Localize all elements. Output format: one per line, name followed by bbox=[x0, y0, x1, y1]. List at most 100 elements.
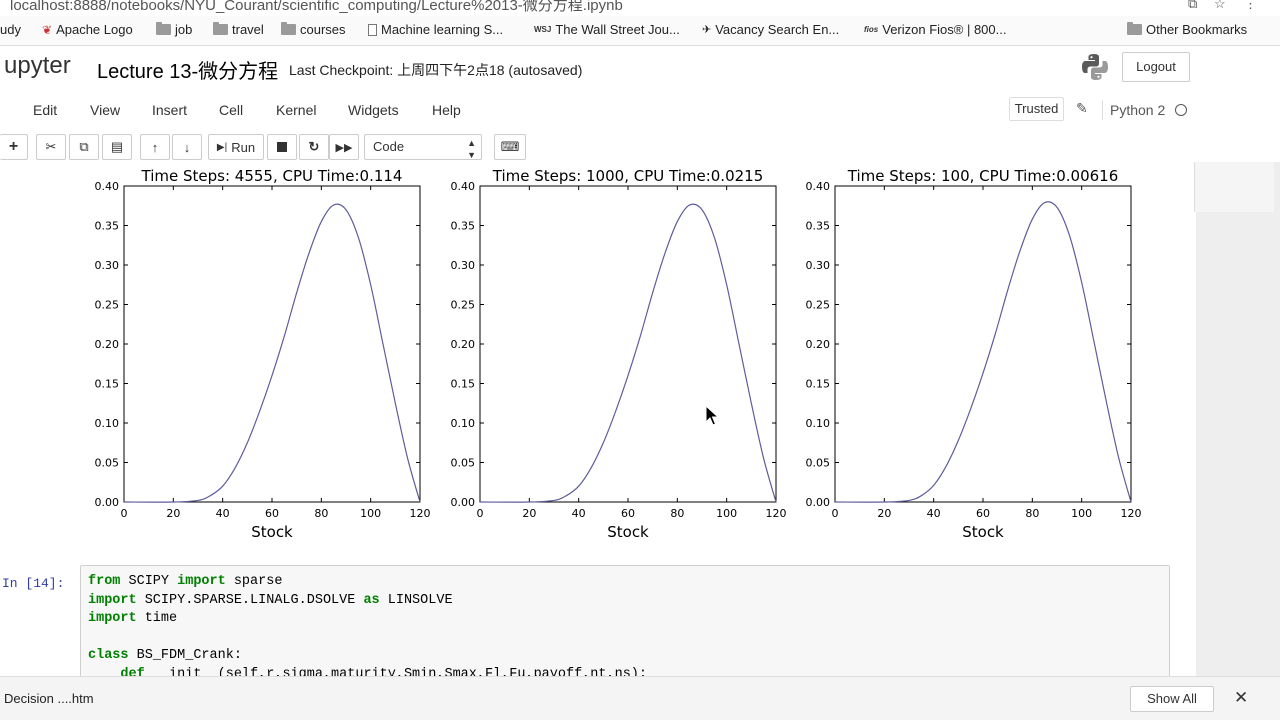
series-line bbox=[834, 201, 1132, 503]
menu-widgets[interactable]: Widgets bbox=[348, 102, 399, 118]
restart-button[interactable]: ↻ bbox=[299, 134, 329, 160]
bookmark-wall-street-journal[interactable]: WSJ The Wall Street Jou... bbox=[534, 22, 680, 37]
restart-run-all-button[interactable]: ▶▶ bbox=[329, 134, 359, 160]
x-tick-label: 100 bbox=[1071, 507, 1092, 520]
bookmark-study[interactable]: udy bbox=[0, 22, 21, 37]
run-label: Run bbox=[231, 139, 256, 155]
x-tick-label: 60 bbox=[265, 507, 279, 520]
paste-icon: ▤ bbox=[110, 139, 124, 154]
trusted-indicator[interactable]: Trusted bbox=[1009, 97, 1064, 121]
x-tick-label: 100 bbox=[360, 507, 381, 520]
x-tick-label: 0 bbox=[121, 507, 128, 520]
x-tick-label: 80 bbox=[314, 507, 328, 520]
command-palette-button[interactable]: ⌨ bbox=[494, 134, 526, 160]
url-text[interactable]: localhost:8888/notebooks/NYU_Courant/sci… bbox=[10, 0, 623, 14]
code-keyword: import bbox=[88, 592, 137, 608]
bookmark-label: udy bbox=[0, 22, 21, 37]
move-down-button[interactable]: ↓ bbox=[172, 134, 202, 160]
series-line bbox=[123, 203, 421, 503]
copy-button[interactable]: ⧉ bbox=[69, 134, 99, 160]
scrollbar-area[interactable] bbox=[1194, 162, 1274, 212]
bookmark-label: job bbox=[175, 22, 193, 37]
menu-insert[interactable]: Insert bbox=[152, 102, 188, 118]
wsj-icon: WSJ bbox=[534, 25, 552, 34]
x-tick-label: 20 bbox=[522, 507, 536, 520]
x-tick-label: 20 bbox=[877, 507, 891, 520]
move-up-button[interactable]: ↑ bbox=[140, 134, 170, 160]
chart-1: Time Steps: 4555, CPU Time:0.114 0 20 40 60 8… bbox=[95, 167, 431, 541]
mouse-cursor-icon bbox=[705, 405, 719, 426]
step-forward-icon: ▶| bbox=[216, 141, 228, 153]
star-icon[interactable]: ☆ bbox=[1214, 0, 1226, 11]
add-cell-button[interactable]: + bbox=[0, 134, 28, 160]
chart-3: Time Steps: 100, CPU Time:0.00616 0 20 40 60… bbox=[806, 167, 1142, 541]
x-tick-label: 0 bbox=[832, 507, 839, 520]
menu-cell[interactable]: Cell bbox=[219, 102, 244, 118]
notebook-title[interactable]: Lecture 13-微分方程 bbox=[97, 61, 279, 83]
menu-view[interactable]: View bbox=[90, 102, 121, 118]
code-text: __init__(self,r,sigma,maturity,Smin,Smax… bbox=[144, 666, 648, 677]
folder-icon bbox=[213, 22, 228, 35]
chart-title: Time Steps: 100, CPU Time:0.00616 bbox=[847, 167, 1119, 185]
cell-type-value: Code bbox=[373, 139, 405, 154]
code-line: import SCIPY.SPARSE.LINALG.DSOLVE as LIN… bbox=[88, 593, 453, 608]
y-tick-label: 0.15 bbox=[451, 378, 476, 391]
menu-bar: Edit View Insert Cell Kernel Widgets Hel… bbox=[0, 94, 1280, 126]
show-all-button[interactable]: Show All bbox=[1130, 686, 1214, 712]
paste-button[interactable]: ▤ bbox=[102, 134, 132, 160]
pencil-icon[interactable]: ✎ bbox=[1076, 100, 1088, 116]
bookmark-vacancy-search[interactable]: ✈ Vacancy Search En... bbox=[702, 22, 839, 37]
page-icon bbox=[368, 23, 377, 36]
browser-url-bar[interactable]: localhost:8888/notebooks/NYU_Courant/sci… bbox=[0, 0, 1280, 16]
x-tick-label: 40 bbox=[216, 507, 230, 520]
bookmark-courses[interactable]: courses bbox=[281, 22, 346, 37]
bookmark-other-bookmarks[interactable]: Other Bookmarks bbox=[1127, 22, 1247, 37]
y-tick-label: 0.15 bbox=[95, 378, 120, 391]
extension-icon[interactable]: ⧉ bbox=[1188, 0, 1198, 11]
bookmark-job[interactable]: job bbox=[156, 22, 192, 37]
fios-icon: fios bbox=[864, 25, 879, 34]
jupyter-logo[interactable]: upyter bbox=[4, 52, 71, 79]
x-tick-label: 120 bbox=[410, 507, 431, 520]
stop-icon bbox=[277, 142, 287, 152]
menu-kernel[interactable]: Kernel bbox=[276, 102, 317, 118]
y-tick-label: 0.25 bbox=[451, 299, 476, 312]
notebook-area[interactable]: Time Steps: 4555, CPU Time:0.114 0 20 40 60 8… bbox=[0, 162, 1196, 676]
code-line: import time bbox=[88, 611, 177, 626]
menu-dots-icon[interactable]: ⋮ bbox=[1244, 0, 1257, 11]
run-button[interactable]: ▶| Run bbox=[208, 134, 264, 160]
bookmark-verizon-fios[interactable]: fios Verizon Fios® | 800... bbox=[864, 22, 1006, 37]
plot-frame bbox=[834, 185, 1132, 503]
y-tick-label: 0.25 bbox=[806, 299, 831, 312]
menu-edit[interactable]: Edit bbox=[33, 102, 58, 118]
plot-frame bbox=[479, 185, 777, 503]
cut-button[interactable]: ✂ bbox=[36, 134, 66, 160]
plot-frame bbox=[123, 185, 421, 503]
arrow-up-icon: ↑ bbox=[151, 139, 159, 155]
kernel-name[interactable]: Python 2 bbox=[1110, 102, 1166, 118]
code-cell-editor[interactable]: from SCIPY import sparse import SCIPY.SPA… bbox=[80, 565, 1170, 676]
y-tick-label: 0.30 bbox=[451, 259, 476, 272]
interrupt-button[interactable] bbox=[267, 134, 297, 160]
y-tick-label: 0.00 bbox=[806, 496, 831, 509]
x-tick-label: 60 bbox=[621, 507, 635, 520]
logout-button[interactable]: Logout bbox=[1122, 52, 1190, 82]
bookmark-label: courses bbox=[300, 22, 346, 37]
menu-help[interactable]: Help bbox=[432, 102, 461, 118]
bookmark-apache-logo[interactable]: ❦ Apache Logo bbox=[42, 22, 133, 37]
cell-type-select[interactable]: Code ▲ ▼ bbox=[364, 134, 482, 160]
y-tick-label: 0.10 bbox=[451, 417, 476, 430]
download-item[interactable]: Decision ....htm bbox=[4, 691, 94, 706]
code-line: def __init__(self,r,sigma,maturity,Smin,… bbox=[88, 667, 647, 677]
restart-icon: ↻ bbox=[308, 139, 320, 154]
chart-title: Time Steps: 4555, CPU Time:0.114 bbox=[141, 167, 403, 185]
bookmark-travel[interactable]: travel bbox=[213, 22, 264, 37]
keyboard-icon: ⌨ bbox=[500, 139, 520, 154]
bookmark-label: The Wall Street Jou... bbox=[555, 22, 680, 37]
code-keyword: def bbox=[88, 666, 145, 677]
kernel-idle-icon bbox=[1175, 104, 1187, 116]
close-icon[interactable]: ✕ bbox=[1234, 688, 1249, 707]
notebook-right-gutter bbox=[1196, 162, 1280, 676]
bookmark-machine-learning[interactable]: Machine learning S... bbox=[368, 22, 503, 37]
y-tick-label: 0.40 bbox=[451, 180, 476, 193]
